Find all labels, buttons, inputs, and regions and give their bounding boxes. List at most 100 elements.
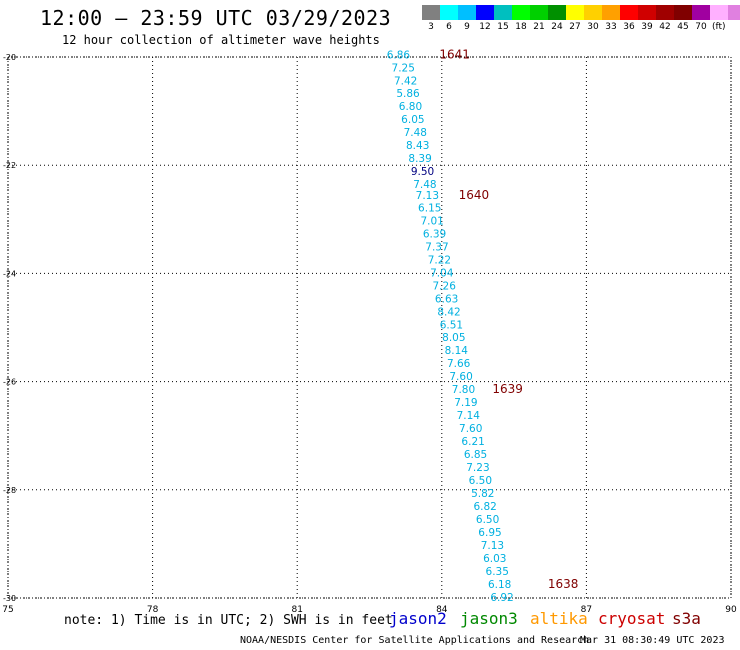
colorbar-label: 45	[677, 22, 689, 32]
legend-item-altika: altika	[530, 609, 588, 628]
colorbar-swatch	[494, 5, 512, 20]
pass-number-label: 1639	[492, 382, 523, 396]
wave-height-value: 7.37	[425, 241, 448, 253]
wave-height-value: 7.48	[404, 127, 427, 139]
colorbar-swatch	[674, 5, 692, 20]
x-tick-label: 81	[291, 605, 302, 615]
legend-item-cryosat: cryosat	[598, 609, 666, 628]
wave-height-value: 8.39	[408, 153, 431, 165]
colorbar-swatch	[566, 5, 584, 20]
wave-height-value: 7.66	[447, 358, 471, 370]
colorbar-swatch	[458, 5, 476, 20]
colorbar	[422, 5, 740, 20]
colorbar-label: 42	[659, 22, 671, 32]
colorbar-swatch	[638, 5, 656, 20]
colorbar-unit: (ft)	[712, 22, 726, 32]
wave-height-value: 7.60	[449, 371, 472, 383]
pass-number-label: 1638	[548, 577, 579, 591]
colorbar-swatch	[422, 5, 440, 20]
wave-height-value: 6.50	[469, 475, 492, 487]
wave-height-value: 7.13	[481, 540, 504, 552]
x-tick-label: 75	[2, 605, 13, 615]
colorbar-label: 27	[569, 22, 581, 32]
x-tick-label: 84	[436, 605, 448, 615]
wave-height-value: 7.14	[457, 410, 481, 422]
wave-height-value: 6.50	[476, 514, 499, 526]
footer-credit: NOAA/NESDIS Center for Satellite Applica…	[240, 635, 590, 646]
colorbar-swatch	[476, 5, 494, 20]
colorbar-label: 9	[464, 22, 470, 32]
wave-height-value: 6.35	[486, 566, 509, 578]
wave-height-value: 6.80	[399, 101, 422, 113]
wave-height-value: 6.85	[464, 449, 487, 461]
page-title: 12:00 – 23:59 UTC 03/29/2023	[40, 6, 392, 30]
wave-height-value: 7.48	[413, 179, 436, 191]
wave-height-value: 6.15	[418, 202, 441, 214]
colorbar-swatch	[548, 5, 566, 20]
colorbar-label: 3	[428, 22, 434, 32]
colorbar-swatch	[728, 5, 740, 20]
colorbar-swatch	[692, 5, 710, 20]
pass-number-label: 1641	[439, 47, 470, 61]
x-tick-label: 78	[147, 605, 159, 615]
colorbar-label: 30	[587, 22, 599, 32]
colorbar-swatch	[620, 5, 638, 20]
wave-height-value: 7.25	[392, 62, 415, 74]
legend-item-jason3: jason3	[460, 609, 518, 628]
wave-height-value: 6.92	[490, 592, 513, 604]
wave-height-value: 8.43	[406, 140, 429, 152]
colorbar-swatch	[530, 5, 548, 20]
wave-height-value: 9.50	[411, 166, 434, 178]
wave-height-value: 6.18	[488, 579, 511, 591]
wave-height-value: 5.86	[396, 88, 420, 100]
y-tick-label: -24	[3, 269, 16, 278]
wave-height-value: 8.05	[442, 332, 465, 344]
wave-height-value: 8.42	[437, 306, 460, 318]
wave-height-value: 5.82	[471, 488, 494, 500]
colorbar-label: 36	[623, 22, 635, 32]
x-tick-label: 90	[725, 605, 737, 615]
wave-height-value: 7.01	[420, 215, 443, 227]
wave-height-value: 6.86	[387, 49, 411, 61]
wave-height-value: 6.63	[435, 293, 458, 305]
colorbar-label: 21	[533, 22, 545, 32]
colorbar-label: 39	[641, 22, 653, 32]
legend-item-s3a: s3a	[672, 609, 701, 628]
colorbar-swatch	[710, 5, 728, 20]
y-tick-label: -22	[3, 161, 16, 170]
wave-height-value: 6.95	[478, 527, 501, 539]
plot-frame	[7, 56, 732, 599]
wave-height-value: 7.80	[452, 384, 475, 396]
wave-height-value: 7.60	[459, 423, 482, 435]
footer-note: note: 1) Time is in UTC; 2) SWH is in fe…	[64, 613, 393, 628]
wave-height-value: 7.04	[430, 267, 454, 279]
colorbar-label: 12	[479, 22, 491, 32]
colorbar-label: 15	[497, 22, 509, 32]
colorbar-swatch	[512, 5, 530, 20]
pass-number-label: 1640	[459, 188, 490, 202]
wave-height-value: 7.23	[466, 462, 489, 474]
legend-item-jason2: jason2	[389, 609, 447, 628]
y-tick-label: -20	[3, 53, 16, 62]
colorbar-swatch	[602, 5, 620, 20]
wave-height-value: 6.51	[440, 319, 463, 331]
page-subtitle: 12 hour collection of altimeter wave hei…	[62, 33, 380, 47]
wave-height-value: 6.39	[423, 228, 446, 240]
y-tick-label: -28	[3, 486, 16, 495]
colorbar-label: 6	[446, 22, 452, 32]
wave-height-value: 7.42	[394, 75, 417, 87]
wave-height-value: 7.26	[433, 280, 457, 292]
wave-height-value: 6.03	[483, 553, 506, 565]
y-tick-label: -26	[3, 378, 16, 387]
wave-height-value: 7.13	[416, 190, 439, 202]
colorbar-label: 33	[605, 22, 617, 32]
wave-height-value: 6.05	[401, 114, 424, 126]
colorbar-label: 18	[515, 22, 527, 32]
x-tick-label: 87	[581, 605, 592, 615]
colorbar-label: 70	[695, 22, 707, 32]
wave-height-value: 8.14	[445, 345, 469, 357]
y-tick-label: -30	[3, 594, 16, 603]
wave-height-value: 6.82	[473, 501, 496, 513]
colorbar-label: 24	[551, 22, 563, 32]
